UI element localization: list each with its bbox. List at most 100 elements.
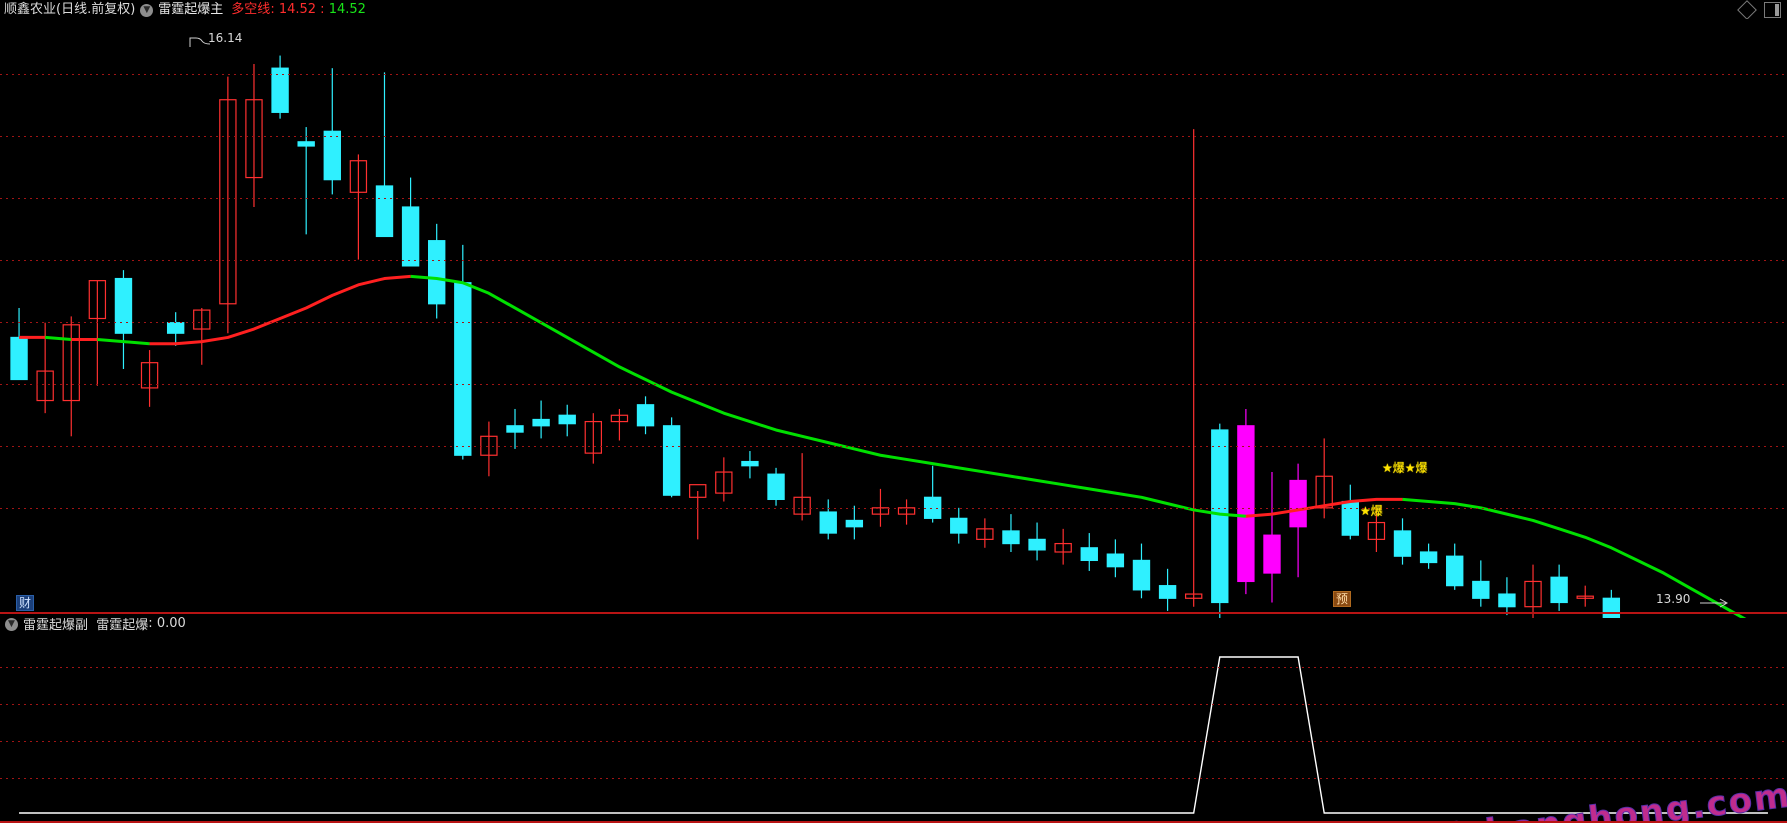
chevron-down-icon[interactable]: ▼ bbox=[5, 618, 18, 631]
candle bbox=[1106, 553, 1125, 568]
gridline bbox=[0, 136, 1787, 137]
ma-line-segment bbox=[1402, 497, 1747, 618]
low-price-label: 13.90 bbox=[1656, 592, 1691, 606]
gridline bbox=[0, 667, 1787, 668]
ma-line-segment bbox=[97, 338, 150, 346]
diamond-icon[interactable] bbox=[1737, 0, 1757, 20]
candle bbox=[1158, 585, 1177, 599]
candle bbox=[193, 309, 211, 330]
ma-line-segment bbox=[1245, 497, 1403, 518]
candle bbox=[506, 425, 524, 433]
ma-line-segment bbox=[45, 335, 72, 342]
candle bbox=[36, 370, 54, 402]
candle bbox=[323, 130, 341, 181]
candle bbox=[793, 496, 811, 515]
boom-marker-single: ★爆 bbox=[1360, 504, 1383, 518]
candle bbox=[715, 471, 733, 494]
gridline bbox=[0, 260, 1787, 261]
series-value-green: 14.52 bbox=[328, 2, 366, 17]
titlebar-right-icons bbox=[1737, 0, 1781, 20]
marker-chip-yu[interactable]: 预 bbox=[1333, 591, 1352, 607]
candle bbox=[1211, 429, 1229, 604]
panel-icon[interactable] bbox=[1764, 2, 1781, 18]
sub-line-path bbox=[19, 656, 1768, 814]
candle bbox=[950, 517, 968, 534]
candle bbox=[1289, 479, 1307, 528]
candle bbox=[219, 99, 237, 305]
candle bbox=[532, 418, 550, 427]
candle bbox=[88, 280, 107, 320]
gridline bbox=[0, 322, 1787, 323]
candle bbox=[1028, 538, 1046, 551]
candle bbox=[1315, 475, 1333, 509]
candle bbox=[1080, 547, 1098, 562]
candle bbox=[1576, 595, 1594, 599]
sub-indicator-line bbox=[19, 656, 1768, 814]
candle bbox=[140, 362, 159, 389]
candle bbox=[454, 282, 472, 456]
candle bbox=[1184, 593, 1203, 599]
marker-chip-cai[interactable]: 财 bbox=[16, 595, 35, 611]
candle bbox=[428, 240, 446, 305]
candle bbox=[662, 425, 681, 496]
candle bbox=[819, 511, 837, 534]
candle bbox=[741, 460, 759, 467]
candle bbox=[1367, 521, 1386, 540]
candle bbox=[558, 414, 576, 425]
candle bbox=[271, 67, 289, 113]
candle bbox=[1002, 530, 1020, 545]
high-price-leader bbox=[189, 37, 211, 47]
candle bbox=[1393, 530, 1412, 557]
candle bbox=[1524, 580, 1542, 608]
stock-name-label[interactable]: 顺鑫农业(日线.前复权) bbox=[4, 2, 136, 17]
sub-series-value: 0.00 bbox=[156, 616, 186, 631]
candle bbox=[1446, 555, 1464, 587]
sub-indicator-name[interactable]: 雷霆起爆副 bbox=[23, 618, 89, 633]
candle bbox=[480, 435, 498, 456]
series-label-duokongxian: 多空线 bbox=[231, 2, 271, 17]
main-price-chart[interactable]: 16.14 13.90 ★爆★爆 ★爆 bbox=[0, 19, 1787, 618]
candle bbox=[584, 420, 603, 454]
candle bbox=[1237, 425, 1255, 583]
sub-indicator-chart[interactable]: www.gushichanghong.com bbox=[0, 633, 1787, 821]
candle bbox=[1498, 593, 1516, 608]
candle bbox=[636, 404, 655, 427]
candle bbox=[375, 185, 394, 238]
candle bbox=[62, 324, 80, 402]
candle bbox=[401, 206, 420, 267]
series-value-red: 14.52 bbox=[278, 2, 317, 17]
candle bbox=[297, 141, 315, 147]
gridline bbox=[0, 384, 1787, 385]
candle bbox=[1550, 576, 1568, 604]
candle bbox=[1419, 551, 1438, 564]
candle bbox=[767, 473, 785, 501]
candle bbox=[976, 528, 994, 540]
candle bbox=[897, 507, 916, 515]
sub-panel-header: ▼ 雷霆起爆副 雷霆起爆 : 0.00 bbox=[0, 614, 1787, 633]
sub-series-label: 雷霆起爆 bbox=[96, 618, 149, 633]
bottom-border bbox=[0, 821, 1787, 823]
candle bbox=[114, 277, 133, 334]
candle bbox=[610, 414, 629, 423]
main-indicator-name[interactable]: 雷霆起爆主 bbox=[158, 2, 224, 17]
candle bbox=[1263, 534, 1281, 574]
candle bbox=[10, 336, 28, 381]
gridline bbox=[0, 508, 1787, 509]
candle bbox=[1472, 580, 1490, 599]
chevron-down-icon[interactable]: ▼ bbox=[140, 4, 154, 17]
chart-title-bar: 顺鑫农业(日线.前复权) ▼ 雷霆起爆主 多空线 : 14.52 : 14.52 bbox=[0, 0, 1787, 21]
candle bbox=[245, 99, 263, 179]
candle bbox=[349, 160, 368, 193]
low-price-leader bbox=[1700, 598, 1729, 608]
gridline bbox=[0, 74, 1787, 75]
gridline bbox=[0, 704, 1787, 705]
gridline bbox=[0, 778, 1787, 779]
candle bbox=[923, 496, 942, 519]
ma-line-segment bbox=[149, 274, 411, 346]
candle bbox=[1132, 559, 1151, 591]
high-price-label: 16.14 bbox=[208, 31, 243, 45]
candle bbox=[871, 507, 890, 515]
boom-marker-pair: ★爆★爆 bbox=[1382, 461, 1428, 475]
candle bbox=[1341, 500, 1359, 536]
